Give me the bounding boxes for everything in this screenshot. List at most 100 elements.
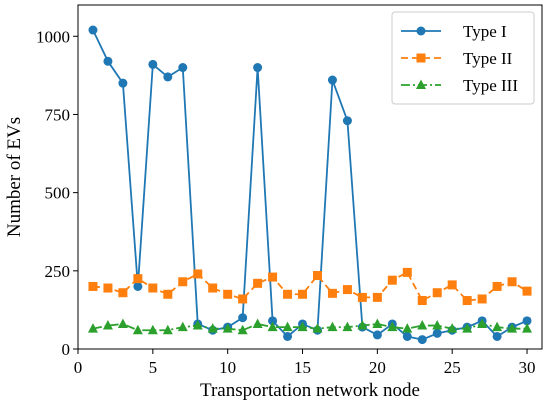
y-tick-label: 750 [45,105,71,124]
data-point [118,78,128,88]
data-point [253,63,263,73]
data-point [387,321,398,332]
data-point [237,324,248,335]
data-point [177,321,188,332]
data-point [402,267,412,277]
data-point [133,274,143,284]
y-tick-label: 0 [62,340,71,359]
data-point [447,323,458,333]
data-point [372,292,382,302]
x-axis-label: Transportation network node [200,380,420,401]
data-point [178,277,188,287]
y-tick-label: 1000 [36,27,70,46]
data-point [147,324,158,335]
data-point [402,331,412,341]
data-point [178,63,188,73]
data-point [417,335,427,345]
y-axis-label: Number of EVs [4,117,25,237]
data-point [267,321,278,332]
data-point [222,323,233,333]
data-point [417,320,428,330]
data-point [88,281,98,291]
data-point [342,321,353,332]
data-point [492,331,502,341]
data-point [148,283,158,293]
data-point [432,320,443,330]
legend-marker [416,53,426,63]
data-point [327,288,337,298]
data-point [223,289,233,299]
plot-area [77,4,543,350]
data-point [462,296,472,306]
legend-marker [416,79,426,89]
y-axis-ticks: 0 250 500 750 1000 [36,27,78,359]
data-point [477,294,487,304]
data-point [283,289,293,299]
data-point [492,321,503,332]
data-point [252,318,263,328]
legend-label: Type I [463,22,507,41]
x-tick-label: 5 [149,358,158,377]
data-point [417,296,427,306]
data-point [327,321,338,332]
data-point [447,280,457,290]
legend-label: Type III [463,76,518,95]
series-type-ii [88,267,532,306]
data-point [87,323,98,333]
data-point [312,271,322,281]
data-point [387,275,397,285]
data-point [163,289,173,299]
data-point [432,288,442,298]
data-point [207,323,218,333]
x-tick-label: 15 [294,358,311,377]
data-point [283,331,293,341]
data-point [462,323,473,333]
series-line [92,271,528,302]
x-axis-ticks: 0 5 10 15 20 25 30 [74,349,536,377]
data-point [357,292,367,302]
data-point [133,281,143,291]
data-point [163,72,173,82]
series-type-iii [87,318,533,335]
x-tick-label: 10 [219,358,236,377]
data-point [148,59,158,69]
data-point [268,272,278,282]
data-point [102,320,113,330]
legend-box [391,11,535,105]
data-point [162,324,173,335]
x-tick-label: 20 [369,358,386,377]
data-point [432,328,442,338]
data-point [297,321,308,332]
data-point [477,318,488,328]
data-point [238,313,248,323]
data-point [522,316,532,326]
data-point [253,278,263,288]
x-tick-label: 30 [519,358,536,377]
data-point [492,281,502,291]
x-tick-label: 25 [444,358,461,377]
y-tick-label: 250 [45,262,71,281]
data-point [117,318,128,328]
x-tick-label: 0 [74,358,83,377]
data-point [88,25,98,35]
data-point [208,283,218,293]
data-point [268,316,278,326]
data-point [372,318,383,328]
series-layer [87,25,533,345]
legend-label: Type II [463,49,513,68]
data-point [402,323,413,333]
data-point [132,324,143,335]
legend: Type I Type II Type III [391,11,535,105]
data-point [118,288,128,298]
data-point [507,277,517,287]
legend-marker [416,26,426,36]
data-point [342,285,352,295]
data-point [192,320,203,330]
data-point [103,283,113,293]
y-tick-label: 500 [45,184,71,203]
data-point [357,320,368,330]
series-line [92,323,528,332]
data-point [238,294,248,304]
data-point [282,321,293,332]
